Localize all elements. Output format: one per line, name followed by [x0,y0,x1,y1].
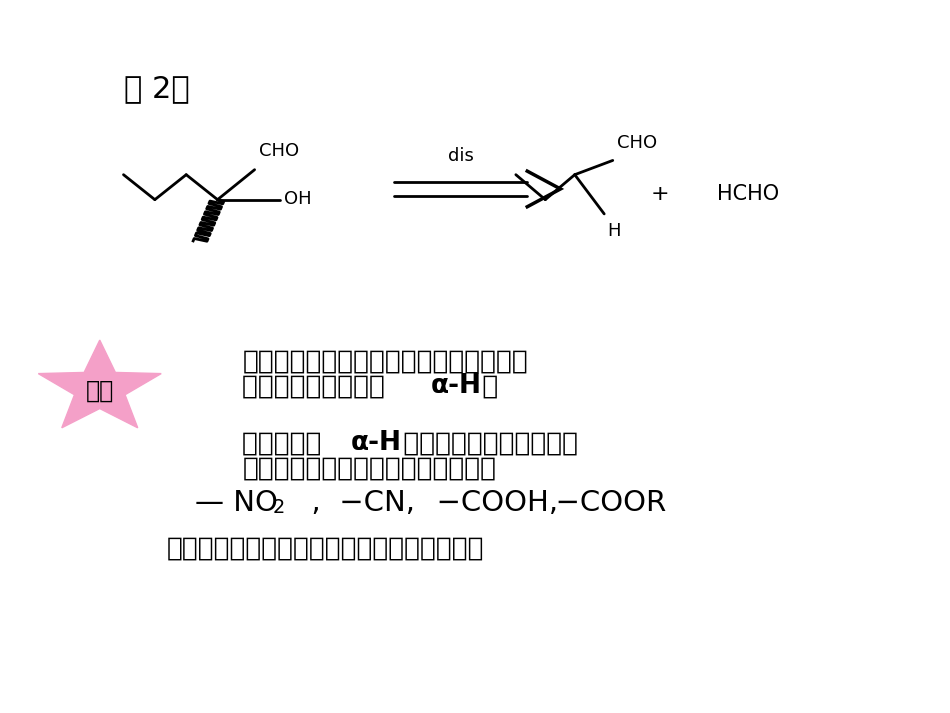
Text: dis: dis [447,148,474,165]
Text: 。: 。 [474,374,499,399]
Text: HCHO: HCHO [717,184,779,204]
Text: 羰基外，其它的强吸电子基团，如：: 羰基外，其它的强吸电子基团，如： [242,456,496,481]
Text: 活化的基团，除了醛酮的: 活化的基团，除了醛酮的 [395,431,579,456]
Text: 在醇醛型缩合反应中，原料的一分子供给: 在醇醛型缩合反应中，原料的一分子供给 [242,349,528,374]
Text: H: H [607,222,620,240]
Polygon shape [38,340,162,428]
Text: OH: OH [284,190,312,208]
Text: 羰基，另一分子供给: 羰基，另一分子供给 [242,374,393,399]
Text: CHO: CHO [259,143,299,160]
Text: +: + [651,184,670,204]
Text: ,  −CN,: , −CN, [293,488,414,517]
Text: −COOH,: −COOH, [418,488,559,517]
Text: α-H: α-H [430,374,482,399]
Text: CHO: CHO [617,134,656,152]
Text: 推论: 推论 [86,379,114,403]
Text: 甚至于卤原子、不饱和健等，也有致活作用。: 甚至于卤原子、不饱和健等，也有致活作用。 [166,536,484,562]
Text: 2: 2 [273,498,285,517]
Text: −COOR: −COOR [537,488,666,517]
Text: — NO: — NO [195,488,277,517]
Text: α-H: α-H [351,431,402,456]
Text: 例 2：: 例 2： [124,75,189,103]
Text: 但是，能使: 但是，能使 [242,431,330,456]
